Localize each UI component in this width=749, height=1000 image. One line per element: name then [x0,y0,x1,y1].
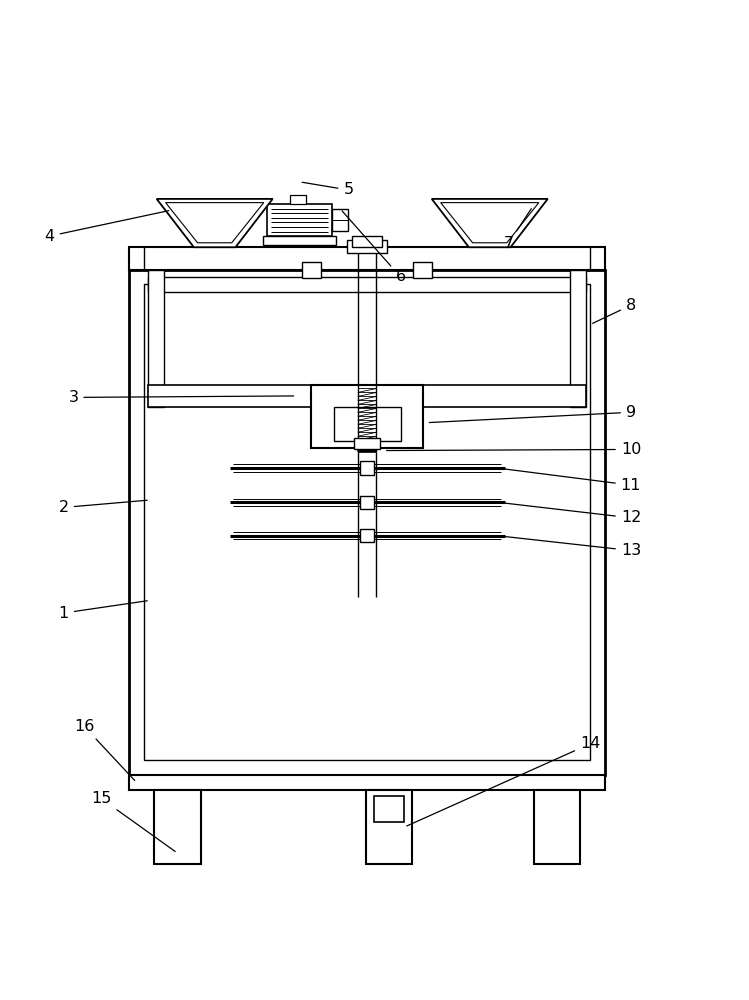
Bar [570,270,586,407]
Text: 10: 10 [386,442,641,457]
Bar [352,236,382,247]
Text: 5: 5 [302,182,354,197]
Text: 8: 8 [592,298,636,323]
Text: 14: 14 [407,736,600,826]
Bar [129,775,605,790]
Bar [290,195,306,204]
Bar [267,204,332,236]
Polygon shape [157,199,273,247]
Text: 11: 11 [500,468,641,493]
Bar [366,790,413,864]
Text: 9: 9 [429,405,636,423]
Bar [129,247,605,270]
Text: 3: 3 [68,390,294,405]
Bar [148,277,586,292]
Bar [312,385,423,448]
Bar [148,385,586,407]
Bar [129,270,605,775]
Bar [360,529,374,542]
Bar [144,284,590,760]
Text: 12: 12 [500,503,641,525]
Text: 7: 7 [503,209,531,251]
Polygon shape [431,199,548,247]
Bar [360,496,374,509]
Text: 13: 13 [500,536,641,558]
Text: 16: 16 [74,719,135,780]
Bar [374,796,404,822]
Bar [154,790,201,864]
Bar [333,407,401,441]
Bar [354,438,380,449]
Text: 4: 4 [44,211,169,244]
Text: 6: 6 [342,211,405,284]
Bar [263,236,336,245]
Bar [303,262,321,278]
Bar [413,262,431,278]
Text: 1: 1 [58,601,148,621]
Bar [148,270,164,407]
Bar [360,461,374,475]
Text: 15: 15 [91,791,175,852]
Bar [533,790,580,864]
Bar [348,240,386,253]
Bar [332,209,348,231]
Text: 2: 2 [58,500,148,515]
